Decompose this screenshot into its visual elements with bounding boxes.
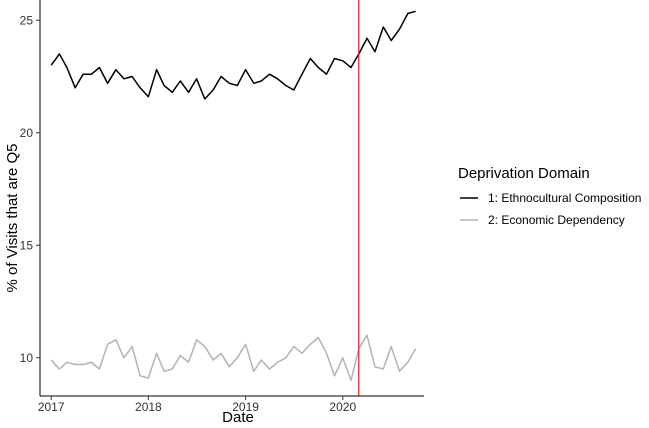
x-tick-label: 2019 [232, 400, 259, 414]
legend-title: Deprivation Domain [458, 165, 590, 182]
legend-item-economic: 2: Economic Dependency [460, 213, 625, 227]
y-ticks: 10 15 20 25 [20, 13, 40, 365]
legend: Deprivation Domain 1: Ethnocultural Comp… [458, 165, 641, 227]
y-tick-label: 10 [20, 351, 34, 365]
series-line-ethnocultural [50, 10, 416, 100]
y-tick-label: 25 [20, 13, 34, 27]
x-tick-label: 2020 [329, 400, 356, 414]
y-tick-label: 15 [20, 238, 34, 252]
plot-area: 2017 2018 2019 2020 10 15 20 25 [20, 0, 424, 414]
legend-item-ethnocultural: 1: Ethnocultural Composition [460, 191, 641, 205]
series-line-economic [50, 334, 417, 382]
legend-label: 2: Economic Dependency [488, 213, 625, 227]
legend-label: 1: Ethnocultural Composition [488, 191, 641, 205]
x-ticks: 2017 2018 2019 2020 [38, 396, 356, 414]
x-tick-label: 2017 [38, 400, 65, 414]
y-tick-label: 20 [20, 126, 34, 140]
x-axis-title: Date [222, 409, 254, 426]
y-axis-title: % of Visits that are Q5 [4, 144, 21, 293]
series-layer [50, 10, 417, 382]
x-tick-label: 2018 [135, 400, 162, 414]
